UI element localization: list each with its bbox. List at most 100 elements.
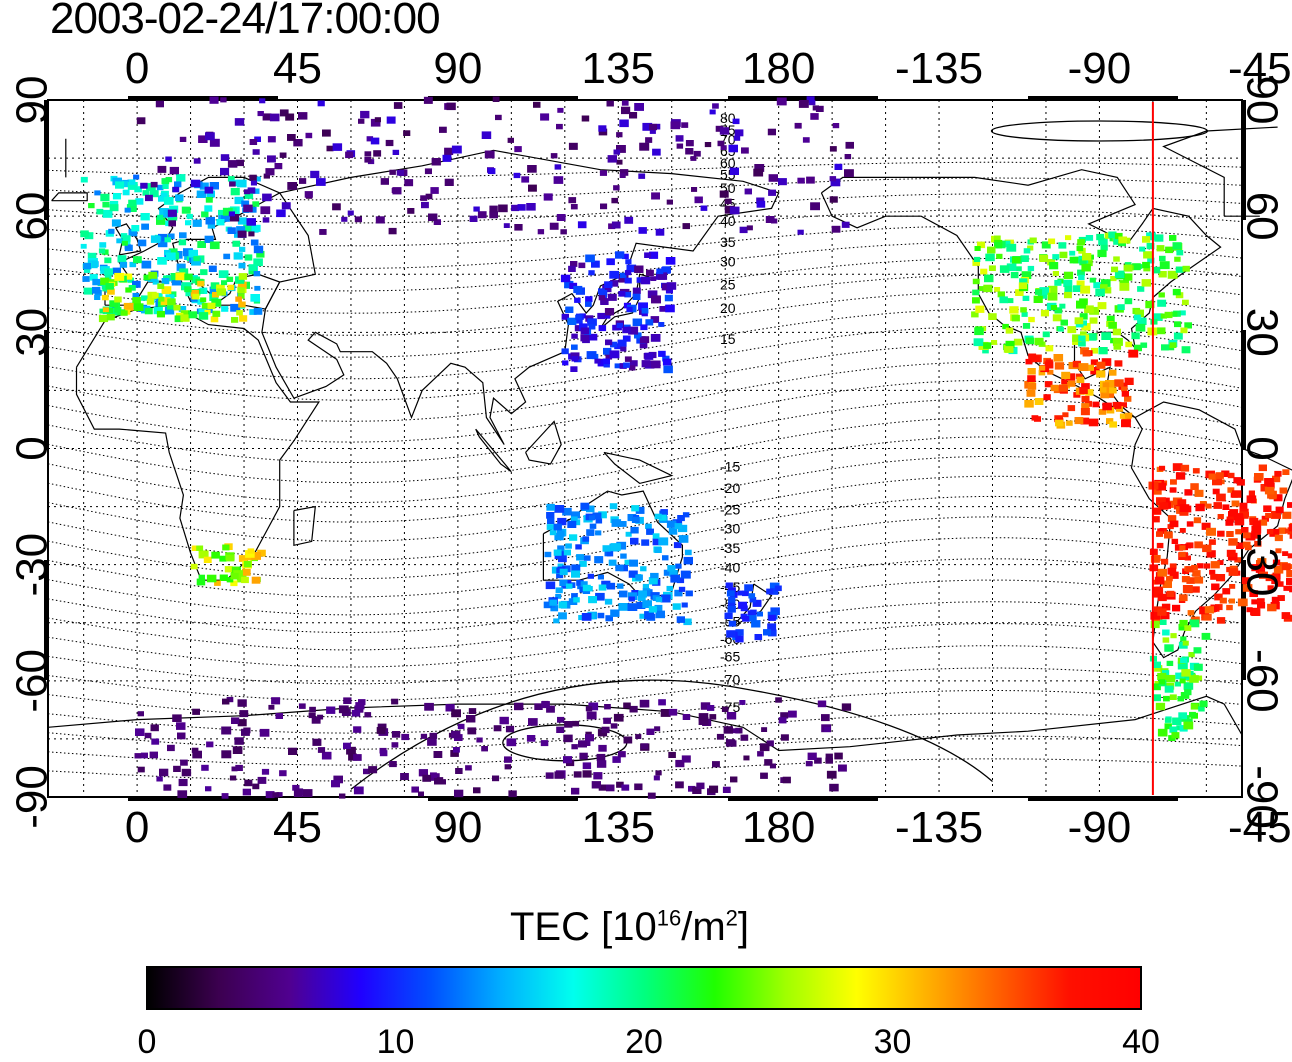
- tec-cell: [473, 787, 481, 793]
- tec-cell: [1184, 689, 1191, 695]
- tec-cell: [1048, 293, 1058, 301]
- tec-cell: [1083, 350, 1091, 356]
- tec-cell: [618, 291, 625, 297]
- tec-cell: [1064, 272, 1073, 279]
- tec-cell: [554, 505, 564, 513]
- tec-cell: [445, 179, 454, 186]
- tec-cell: [1159, 256, 1166, 261]
- tec-cell: [740, 227, 748, 233]
- tec-cell: [1059, 304, 1065, 309]
- tec-cell: [1216, 472, 1224, 479]
- tec-cell: [1092, 402, 1099, 408]
- tec-cell: [586, 529, 594, 536]
- tec-cell: [193, 220, 202, 227]
- tec-cell: [640, 700, 650, 708]
- tec-cell: [1157, 327, 1165, 334]
- tec-cell: [797, 178, 804, 184]
- tec-cell: [83, 263, 91, 270]
- tec-cell: [243, 205, 253, 213]
- tec-cell: [231, 717, 239, 724]
- tec-cell: [597, 760, 606, 768]
- tec-cell: [504, 223, 510, 228]
- tec-cell: [141, 295, 148, 300]
- tec-cell: [262, 194, 272, 202]
- tec-cell: [1131, 332, 1139, 339]
- tec-cell: [299, 178, 306, 184]
- tec-cell: [1006, 244, 1016, 252]
- tec-cell: [610, 503, 618, 509]
- tec-cell: [108, 229, 114, 234]
- tec-cell: [653, 533, 660, 538]
- tec-cell: [569, 143, 578, 150]
- tec-cell: [212, 311, 220, 317]
- tec-cell: [504, 756, 512, 762]
- tec-cell: [1225, 519, 1233, 525]
- tec-cell: [1028, 383, 1037, 390]
- tec-cell: [656, 269, 663, 275]
- tec-cell: [1028, 317, 1035, 322]
- tec-cell: [232, 241, 240, 247]
- tec-cell: [619, 120, 629, 128]
- tec-cell: [1182, 576, 1190, 582]
- tec-cell: [205, 132, 215, 140]
- tec-cell: [1169, 727, 1177, 733]
- tec-cell: [615, 251, 624, 258]
- tec-cell: [545, 552, 552, 557]
- tec-cell: [132, 297, 141, 304]
- tec-cell: [583, 585, 591, 591]
- tec-cell: [205, 786, 211, 791]
- tec-cell: [147, 299, 154, 305]
- tec-cell: [631, 505, 639, 511]
- tec-cell: [1206, 528, 1216, 536]
- tec-cell: [392, 731, 400, 738]
- tec-cell: [757, 201, 766, 208]
- tec-cell: [168, 210, 177, 217]
- tec-cell: [1026, 338, 1034, 345]
- tec-cell: [1263, 505, 1271, 512]
- tec-cell: [96, 209, 103, 215]
- tec-cell: [651, 334, 661, 342]
- tec-cell: [1194, 541, 1203, 548]
- tec-cell: [226, 555, 235, 562]
- tec-cell: [769, 174, 778, 182]
- tec-cell: [1043, 394, 1050, 400]
- tec-cell: [1172, 539, 1179, 544]
- tec-cell: [230, 776, 236, 781]
- tec-cell: [557, 214, 566, 221]
- tec-cell: [594, 556, 603, 563]
- tec-cell: [1172, 718, 1181, 726]
- bottom-lon-label: 45: [273, 803, 322, 852]
- tec-cell: [725, 613, 733, 620]
- tec-cell: [508, 790, 516, 797]
- tec-cell: [158, 297, 164, 302]
- contour-label: 30: [720, 254, 736, 270]
- tec-cell: [145, 195, 153, 201]
- tec-cell: [983, 342, 991, 349]
- tec-cell: [1194, 664, 1203, 671]
- tec-cell: [605, 340, 612, 346]
- tec-cell: [221, 727, 231, 735]
- tec-cell: [686, 591, 693, 597]
- tec-cell: [380, 750, 388, 756]
- tec-cell: [482, 131, 492, 139]
- tec-cell: [1035, 338, 1044, 345]
- tec-cell: [386, 140, 394, 146]
- tec-cell: [1202, 545, 1211, 553]
- tec-cell: [244, 561, 252, 567]
- tec-cell: [373, 150, 381, 156]
- bottom-lon-label: 90: [433, 803, 482, 852]
- tec-cell: [179, 232, 187, 238]
- tec-cell: [394, 102, 403, 109]
- tec-cell: [151, 739, 159, 745]
- tec-cell: [741, 147, 749, 153]
- tec-cell: [1081, 408, 1090, 415]
- tec-cell: [1182, 346, 1191, 353]
- tec-cell: [844, 169, 854, 177]
- tec-cell: [644, 353, 653, 360]
- tec-cell: [498, 205, 508, 213]
- tec-cell: [845, 154, 852, 159]
- tec-cell: [1140, 343, 1147, 348]
- tec-cell: [365, 151, 372, 156]
- tec-cell: [1251, 599, 1257, 604]
- tec-cell: [842, 222, 850, 228]
